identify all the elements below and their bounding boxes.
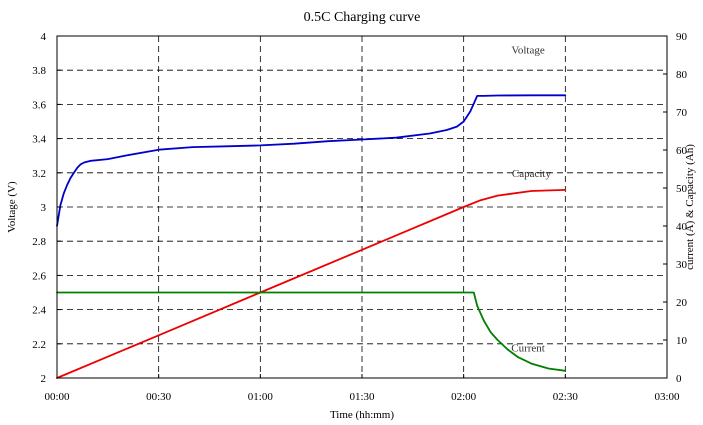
annotation-current: Current: [511, 343, 545, 355]
y-left-tick-label: 2.2: [32, 339, 46, 351]
tick-layer: 00:00 00:30 01:00 01:30 02:00 02:30 03:00 2 2.2 2…: [32, 31, 687, 403]
annotation-layer: Voltage Capacity Current: [511, 44, 551, 354]
y-left-tick-label: 2.6: [32, 270, 46, 282]
y-axis-title-right: current (A) & Capacity (Ah): [684, 144, 696, 270]
y-left-tick-label: 3.6: [32, 99, 46, 111]
y-left-tick-label: 2.8: [32, 236, 46, 248]
series-line-capacity: [56, 188, 567, 379]
y-right-tick-label: 30: [676, 259, 688, 271]
y-right-tick-label: 40: [676, 221, 688, 233]
annotation-capacity: Capacity: [512, 168, 552, 180]
x-tick-label: 02:00: [451, 391, 477, 403]
x-tick-label: 01:30: [349, 391, 375, 403]
chart-title: 0.5C Charging curve: [304, 10, 421, 25]
y-left-tick-label: 3.4: [32, 134, 46, 146]
x-tick-label: 02:30: [553, 391, 579, 403]
x-tick-label: 01:00: [248, 391, 274, 403]
y-right-tick-label: 80: [676, 69, 688, 81]
y-right-tick-label: 10: [676, 335, 688, 347]
annotation-voltage: Voltage: [511, 44, 545, 56]
x-tick-label: 00:30: [146, 391, 172, 403]
y-right-tick-label: 60: [676, 145, 688, 157]
y-right-tick-label: 90: [676, 31, 688, 43]
grid-layer: [57, 36, 667, 378]
y-left-tick-label: 3.2: [32, 168, 46, 180]
y-left-tick-label: 4: [41, 31, 47, 43]
y-axis-title-left: Voltage (V): [6, 181, 18, 233]
x-axis-title: Time (hh:mm): [330, 409, 394, 421]
y-right-tick-label: 70: [676, 107, 688, 119]
series-line-current: [56, 291, 567, 372]
y-right-tick-label: 0: [676, 373, 682, 385]
x-tick-label: 03:00: [654, 391, 680, 403]
y-right-tick-label: 50: [676, 183, 688, 195]
y-left-tick-label: 2.4: [32, 305, 46, 317]
y-left-tick-label: 2: [41, 373, 47, 385]
y-left-tick-label: 3.8: [32, 65, 46, 77]
series-line-voltage: [56, 94, 567, 227]
y-right-tick-label: 20: [676, 297, 688, 309]
series-layer: [56, 94, 567, 379]
y-left-tick-label: 3: [41, 202, 47, 214]
x-tick-label: 00:00: [44, 391, 70, 403]
